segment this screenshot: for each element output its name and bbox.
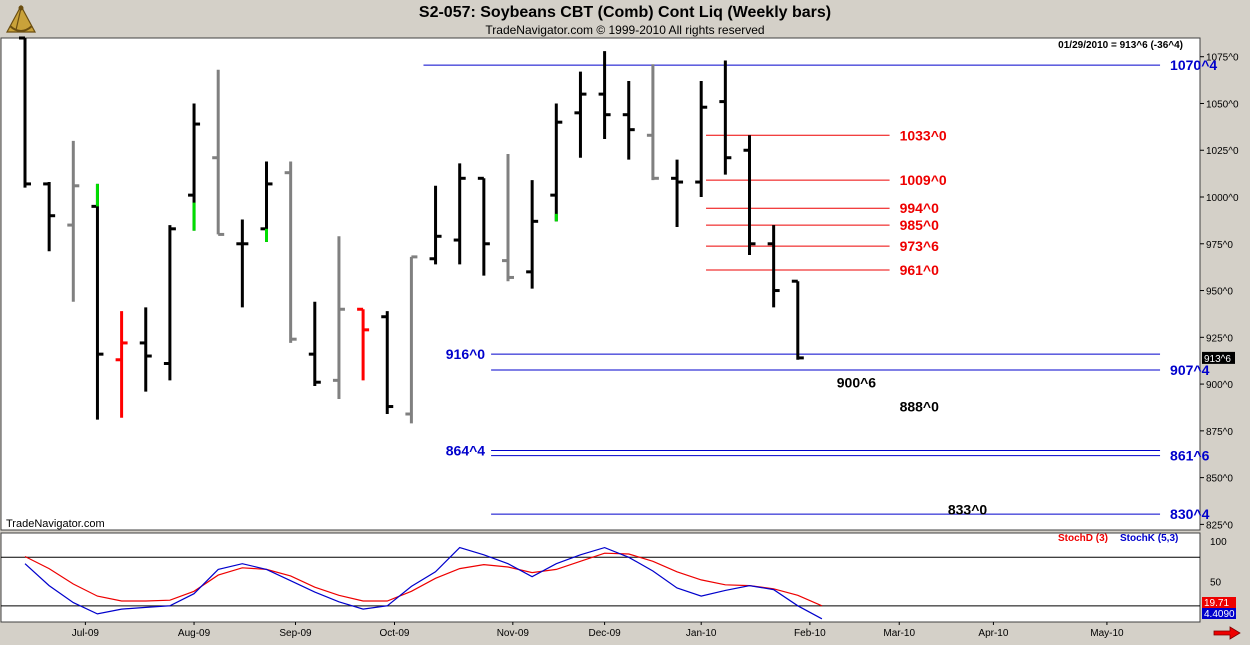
price-tick-label: 900^0: [1206, 380, 1233, 391]
ohlc-bar: [743, 135, 756, 256]
ohlc-bar: [212, 69, 225, 236]
ohlc-bar: [332, 236, 345, 400]
price-tick-label: 850^0: [1206, 474, 1233, 485]
ohlc-bar: [405, 255, 418, 424]
ohlc-bar: [43, 182, 56, 252]
level-label: 830^4: [1170, 506, 1210, 522]
stochk-value-box: [1202, 608, 1236, 619]
ohlc-bar: [622, 81, 635, 160]
ohlc-bar: [115, 311, 128, 418]
ohlc-bar: [453, 163, 466, 265]
ohlc-bar: [19, 36, 31, 188]
month-tick-label: Nov-09: [497, 628, 530, 639]
scroll-right-arrow-icon[interactable]: [1212, 626, 1242, 640]
ohlc-bar: [67, 140, 80, 302]
month-tick-label: Jan-10: [686, 628, 717, 639]
level-label: 994^0: [900, 200, 940, 216]
ohlc-bar: [695, 81, 708, 198]
ohlc-bar: [646, 64, 659, 181]
price-tick-label: 950^0: [1206, 287, 1233, 298]
month-tick-label: Dec-09: [588, 628, 621, 639]
ohlc-bar: [188, 103, 201, 231]
level-label: 833^0: [948, 501, 988, 517]
price-tick-label: 1075^0: [1206, 53, 1239, 64]
ohlc-bar: [671, 159, 684, 227]
ohlc-bar: [163, 225, 176, 381]
ohlc-bar: [357, 307, 370, 381]
price-info-readout: 01/29/2010 = 913^6 (-36^4): [1058, 40, 1183, 51]
month-tick-label: Mar-10: [883, 628, 915, 639]
level-label: 1033^0: [900, 127, 947, 143]
month-tick-label: Feb-10: [794, 628, 826, 639]
level-label: 888^0: [900, 399, 940, 415]
ohlc-bar: [91, 183, 104, 420]
copyright-subtitle: TradeNavigator.com © 1999-2010 All right…: [485, 23, 765, 37]
month-tick-label: May-10: [1090, 628, 1124, 639]
price-tick-label: 825^0: [1206, 520, 1233, 531]
level-label: 861^6: [1170, 448, 1210, 464]
level-label: 1009^0: [900, 172, 947, 188]
month-tick-label: Oct-09: [379, 628, 409, 639]
current-price-label: 913^6: [1204, 354, 1231, 365]
price-tick-label: 1025^0: [1206, 146, 1239, 157]
level-label: 985^0: [900, 217, 940, 233]
stochd-legend: StochD (3): [1058, 533, 1108, 544]
level-label: 973^6: [900, 238, 940, 254]
month-tick-label: Apr-10: [978, 628, 1008, 639]
price-tick-label: 925^0: [1206, 333, 1233, 344]
ohlc-bar: [767, 225, 780, 308]
ohlc-bar: [791, 279, 804, 360]
stochk-value: 4.4090: [1204, 609, 1235, 620]
price-tick-label: 1000^0: [1206, 193, 1239, 204]
ohlc-bar: [236, 219, 249, 308]
price-tick-label: 875^0: [1206, 427, 1233, 438]
level-label: 916^0: [446, 346, 486, 362]
ohlc-bar: [550, 103, 563, 222]
ohlc-bar: [139, 307, 152, 392]
month-tick-label: Sep-09: [279, 628, 312, 639]
ohlc-bar: [308, 301, 321, 386]
price-panel: [0, 37, 1201, 531]
stochd-value: 19.71: [1204, 598, 1229, 609]
stoch-tick-label: 50: [1210, 578, 1222, 589]
stochastics-panel: [0, 532, 1201, 623]
ohlc-bar: [284, 161, 297, 343]
stoch-tick-label: 100: [1210, 537, 1227, 548]
current-price-box: [1202, 351, 1235, 364]
ohlc-bar: [574, 71, 587, 158]
month-tick-label: Aug-09: [178, 628, 211, 639]
watermark: TradeNavigator.com: [6, 518, 105, 530]
ohlc-bar: [598, 51, 611, 140]
stochk-line: [24, 546, 823, 620]
stochd-line: [24, 552, 823, 607]
ohlc-bar: [429, 185, 442, 265]
ohlc-bar: [719, 60, 732, 175]
level-label: 907^4: [1170, 362, 1210, 378]
ohlc-bar: [502, 153, 514, 282]
ohlc-bar: [526, 180, 539, 289]
price-tick-label: 975^0: [1206, 240, 1233, 251]
price-tick-label: 1050^0: [1206, 99, 1239, 110]
stochk-legend: StochK (5,3): [1120, 533, 1178, 544]
level-label: 961^0: [900, 262, 940, 278]
stochd-value-box: [1202, 597, 1236, 608]
level-label: 900^6: [837, 375, 877, 391]
ohlc-bar: [381, 311, 394, 415]
ohlc-bar: [477, 176, 490, 276]
sextant-logo-icon: [2, 2, 40, 36]
month-tick-label: Jul-09: [72, 628, 100, 639]
level-label: 1070^4: [1170, 57, 1217, 73]
level-label: 864^4: [446, 442, 486, 458]
ohlc-bar: [260, 161, 273, 242]
chart-title: S2-057: Soybeans CBT (Comb) Cont Liq (We…: [418, 4, 832, 21]
